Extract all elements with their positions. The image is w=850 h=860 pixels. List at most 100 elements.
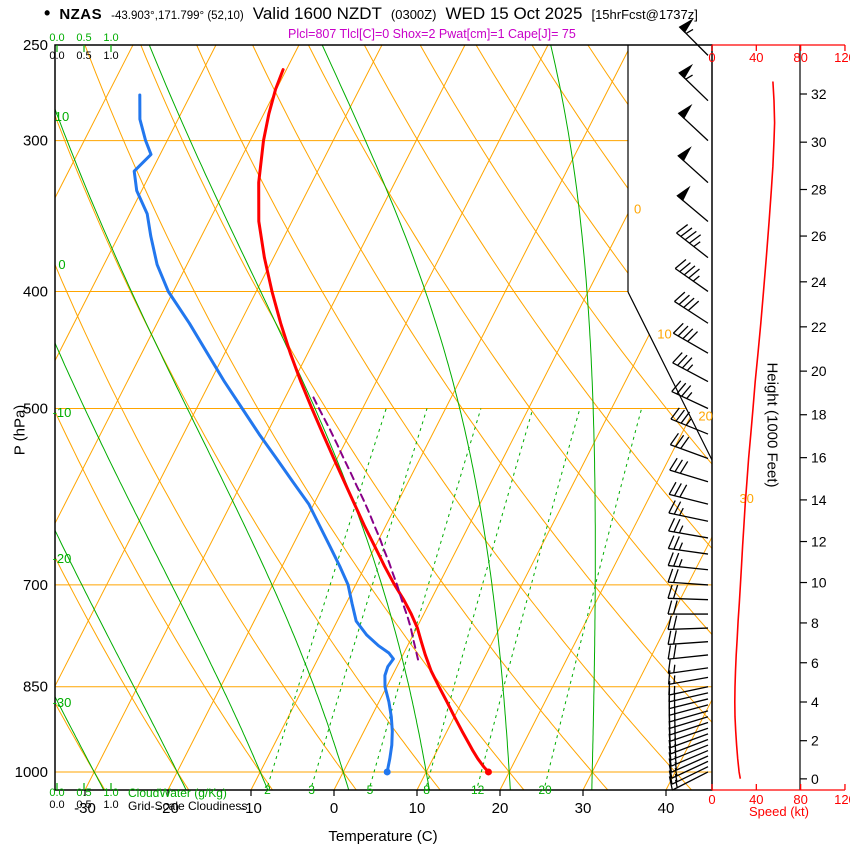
svg-text:80: 80 (793, 50, 807, 65)
svg-text:1.0: 1.0 (103, 799, 118, 811)
svg-text:0.5: 0.5 (76, 787, 91, 799)
wind-barb (669, 457, 709, 483)
sounding-indices: Plcl=807 Tlcl[C]=0 Shox=2 Pwat[cm]=1 Cap… (288, 27, 576, 41)
wind-barb (674, 291, 709, 324)
svg-text:10: 10 (811, 575, 827, 591)
svg-text:120: 120 (834, 50, 850, 65)
wind-barb (672, 322, 709, 354)
svg-text:-30: -30 (74, 800, 96, 817)
svg-text:40: 40 (658, 800, 675, 817)
wind-barb (671, 380, 709, 410)
wind-barb (667, 568, 709, 586)
header: • NZAS -43.903°,171.799° (52,10) Valid 1… (44, 4, 698, 24)
wind-barb (678, 18, 709, 56)
wind-barb (668, 771, 709, 791)
svg-text:26: 26 (811, 228, 827, 244)
svg-text:0: 0 (330, 800, 338, 817)
svg-text:8: 8 (423, 783, 430, 797)
wind-barb (668, 760, 709, 779)
wind-barb (672, 352, 709, 383)
temperature-curve (257, 68, 490, 774)
svg-text:-30: -30 (53, 695, 72, 710)
wind-barb (667, 659, 709, 675)
svg-text:6: 6 (811, 655, 819, 671)
wind-barb (667, 615, 709, 631)
svg-text:16: 16 (811, 450, 827, 466)
wind-barb (677, 104, 709, 142)
dewpoint-curve (132, 93, 395, 774)
wind-barb (678, 63, 709, 102)
valid-date: WED 15 Oct 2025 (445, 4, 583, 23)
svg-text:30: 30 (575, 800, 592, 817)
svg-text:30: 30 (811, 134, 827, 150)
wind-barbs (667, 18, 709, 791)
svg-text:40: 40 (749, 792, 763, 807)
svg-text:1.0: 1.0 (103, 50, 118, 62)
svg-text:10: 10 (55, 109, 69, 124)
pressure-axis-title: P (hPa) (11, 404, 29, 456)
valid-time: Valid 1600 NZDT (252, 4, 382, 23)
svg-text:0: 0 (708, 792, 715, 807)
svg-text:28: 28 (811, 182, 827, 198)
wind-barb (667, 600, 708, 615)
wind-barb (667, 535, 709, 555)
svg-text:5: 5 (367, 783, 374, 797)
wind-barb (667, 584, 709, 601)
plot-border (54, 44, 713, 791)
parcel-curve (311, 394, 419, 661)
svg-text:120: 120 (834, 792, 850, 807)
wind-barb (676, 224, 709, 259)
svg-text:32: 32 (811, 86, 827, 102)
svg-text:0.0: 0.0 (49, 787, 64, 799)
station-code: NZAS (59, 6, 103, 23)
svg-text:20: 20 (698, 409, 712, 424)
wind-barb (668, 481, 709, 505)
svg-text:18: 18 (811, 407, 827, 423)
svg-text:10: 10 (409, 800, 426, 817)
svg-text:2: 2 (811, 733, 819, 749)
svg-text:4: 4 (811, 694, 819, 710)
height-axis-title: Height (1000 Feet) (763, 362, 781, 488)
wind-barb (668, 518, 709, 539)
svg-text:700: 700 (23, 577, 48, 594)
wind-barb (668, 755, 709, 773)
svg-text:12: 12 (471, 783, 485, 797)
station-bullet-icon: • (44, 3, 51, 23)
svg-text:2: 2 (264, 783, 271, 797)
svg-text:250: 250 (23, 37, 48, 54)
speed-axis: 0 0 40 40 80 80 120 120 (708, 44, 850, 807)
svg-text:0: 0 (708, 50, 715, 65)
svg-text:1.0: 1.0 (103, 32, 118, 44)
svg-text:40: 40 (749, 50, 763, 65)
svg-text:24: 24 (811, 274, 827, 290)
svg-text:-20: -20 (157, 800, 179, 817)
wind-barb (677, 146, 709, 184)
wind-barb (667, 644, 709, 660)
wind-barb (676, 185, 709, 222)
station-coords: -43.903°,171.799° (52,10) (111, 10, 244, 22)
svg-text:0.0: 0.0 (49, 50, 64, 62)
wind-barb (668, 500, 709, 522)
svg-text:0: 0 (58, 257, 65, 272)
svg-text:0.5: 0.5 (76, 50, 91, 62)
svg-text:1000: 1000 (15, 764, 48, 781)
svg-text:20: 20 (492, 800, 509, 817)
svg-text:20: 20 (811, 363, 827, 379)
wind-barb (670, 407, 709, 435)
svg-text:10: 10 (657, 327, 671, 342)
svg-text:1.0: 1.0 (103, 787, 118, 799)
svg-text:0.5: 0.5 (76, 32, 91, 44)
svg-text:30: 30 (739, 491, 753, 506)
forecast-reference: [15hrFcst@1737z] (591, 7, 698, 22)
svg-text:22: 22 (811, 319, 827, 335)
svg-text:80: 80 (793, 792, 807, 807)
svg-text:400: 400 (23, 283, 48, 300)
svg-text:0: 0 (634, 202, 641, 217)
svg-text:12: 12 (811, 534, 827, 550)
svg-text:0.0: 0.0 (49, 32, 64, 44)
temperature-axis-title: Temperature (C) (328, 828, 438, 845)
